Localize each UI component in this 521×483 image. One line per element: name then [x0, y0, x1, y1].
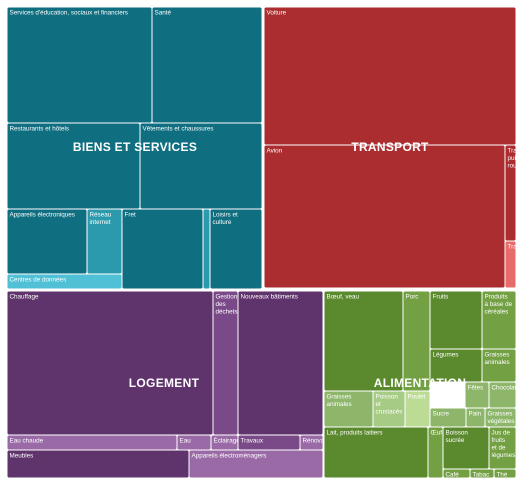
treemap-cell-meubles[interactable]	[6, 449, 190, 479]
cell-label: Santé	[155, 10, 172, 17]
treemap-cell-vetements-et-chaussures[interactable]	[139, 122, 263, 210]
cell-label: Appareils électroménagers	[192, 453, 267, 460]
cell-label: Services d'éducation, sociaux et financi…	[10, 10, 128, 17]
cell-label: Chocolat	[492, 385, 517, 392]
treemap-cell-sante[interactable]	[151, 6, 263, 124]
treemap-cell-appareils-electroniques[interactable]	[6, 208, 88, 275]
treemap-cell-fret[interactable]	[121, 208, 204, 290]
group-biens-et-services: Services d'éducation, sociaux et financi…	[6, 6, 263, 290]
cell-label: Sucre	[433, 411, 450, 418]
cell-label: Fret	[125, 212, 136, 219]
cell-label: Jus de fruits et de légumes	[492, 430, 516, 460]
treemap-cell-nouveaux-batiments[interactable]	[237, 290, 324, 436]
cell-label: Appareils électroniques	[10, 212, 75, 219]
cell-label: Tabac	[473, 472, 490, 479]
treemap-cell-unlabeled-7[interactable]	[202, 208, 211, 290]
cell-label: Meubles	[10, 453, 34, 460]
cell-label: Graisses végétales	[488, 411, 515, 426]
cell-label: Fruits	[433, 294, 449, 301]
cell-label: Réseau internet	[90, 212, 112, 227]
treemap-cell-voiture[interactable]	[263, 6, 517, 146]
cell-label: Bœuf, veau	[327, 294, 360, 301]
group-label-alimentation: ALIMENTATION	[374, 376, 466, 390]
cell-label: Produits à base de céréales	[485, 294, 513, 316]
cell-label: Lait, produits laitiers	[327, 430, 383, 437]
cell-label: Eau	[180, 438, 192, 445]
cell-label: Café	[446, 472, 460, 479]
treemap-cell-loisirs-et-culture[interactable]	[209, 208, 263, 290]
cell-label: Thé	[497, 472, 508, 479]
cell-label: Vêtements et chaussures	[143, 126, 214, 133]
treemap-cell-chauffage[interactable]	[6, 290, 214, 436]
cell-label: Voiture	[267, 10, 287, 17]
cell-label: Restaurants et hôtels	[10, 126, 70, 133]
cell-label: Boisson sucrée	[446, 430, 469, 445]
group-label-logement: LOGEMENT	[129, 376, 200, 390]
cell-label: Chauffage	[10, 294, 39, 301]
cell-label: Loisirs et culture	[213, 212, 238, 227]
treemap-cell-train[interactable]	[504, 240, 517, 289]
cell-label: Rénovation	[303, 438, 335, 445]
group-label-transport: TRANSPORT	[351, 140, 429, 154]
cell-label: Éclairage	[214, 436, 241, 445]
cell-label: Avion	[267, 148, 283, 155]
treemap-cell-the[interactable]	[493, 468, 517, 479]
cell-label: Poulet	[408, 394, 426, 401]
group-alimentation: Bœuf, veau Porc Fruits Produits à base de cér…	[323, 290, 517, 479]
treemap-cell-centres-de-donnees[interactable]	[6, 273, 123, 290]
cell-label: Centres de données	[10, 277, 67, 284]
cell-label: Poisson et crustacés	[376, 394, 403, 416]
treemap-cell-appareils-electromenagers[interactable]	[188, 449, 324, 479]
cell-label: Gestion des déchets	[216, 294, 238, 316]
cell-label: Eau chaude	[10, 438, 44, 445]
cell-label: Nouveaux bâtiments	[241, 294, 298, 301]
treemap-cell-restaurants-et-hotels[interactable]	[6, 122, 141, 210]
treemap-cell-avion[interactable]	[263, 144, 506, 289]
cell-label: Œufs	[431, 430, 446, 437]
cell-label: Légumes	[433, 352, 459, 359]
cell-label: Fêtes	[468, 385, 484, 392]
cell-label: Porc	[406, 294, 419, 301]
cell-label: Travaux	[241, 438, 264, 445]
group-transport: Voiture Avion Transportpublicroutier Train	[263, 6, 521, 289]
treemap-cell-services-d-education-sociaux-et-financiers[interactable]	[6, 6, 153, 124]
cell-label: Train	[508, 244, 521, 251]
group-label-biens-et-services: BIENS ET SERVICES	[73, 140, 197, 154]
cell-label: Graisses animales	[327, 394, 352, 409]
cell-label: Pain	[469, 411, 482, 418]
cell-label: Graisses animales	[485, 352, 510, 367]
cell-label: Transportpublicroutier	[508, 148, 521, 170]
